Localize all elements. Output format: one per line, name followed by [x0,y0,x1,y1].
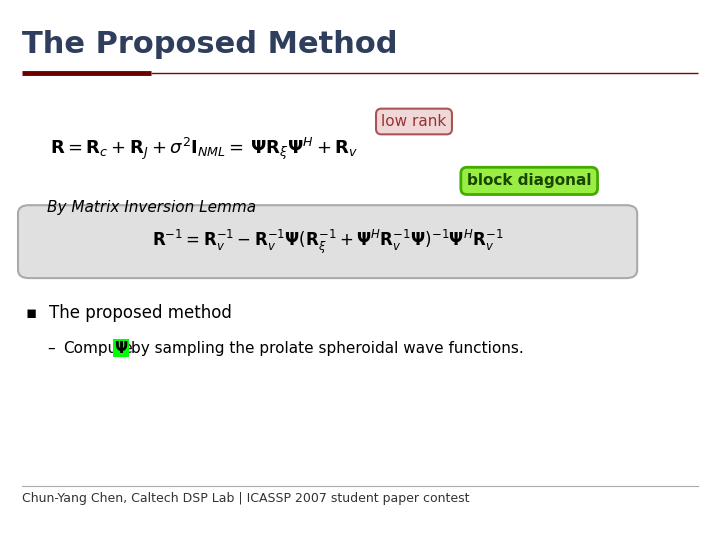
Text: –: – [47,341,55,356]
Text: The Proposed Method: The Proposed Method [22,30,397,59]
Text: The proposed method: The proposed method [49,304,232,322]
FancyBboxPatch shape [18,205,637,278]
Text: ▪: ▪ [25,304,37,322]
Text: Chun-Yang Chen, Caltech DSP Lab | ICASSP 2007 student paper contest: Chun-Yang Chen, Caltech DSP Lab | ICASSP… [22,492,469,505]
Text: Compute: Compute [63,341,132,356]
Text: $\mathbf{R} = \mathbf{R}_c + \mathbf{R}_J + \sigma^2\mathbf{I}_{NML}{=}\,\mathbf: $\mathbf{R} = \mathbf{R}_c + \mathbf{R}_… [50,136,359,161]
Text: $\mathbf{R}^{-1} = \mathbf{R}_v^{-1} - \mathbf{R}_v^{-1}\mathbf{\Psi}(\mathbf{R}: $\mathbf{R}^{-1} = \mathbf{R}_v^{-1} - \… [152,227,503,255]
Text: Ψ: Ψ [114,341,127,356]
Text: by sampling the prolate spheroidal wave functions.: by sampling the prolate spheroidal wave … [131,341,523,356]
Text: By Matrix Inversion Lemma: By Matrix Inversion Lemma [47,200,256,215]
Text: low rank: low rank [382,114,446,129]
Text: block diagonal: block diagonal [467,173,591,188]
